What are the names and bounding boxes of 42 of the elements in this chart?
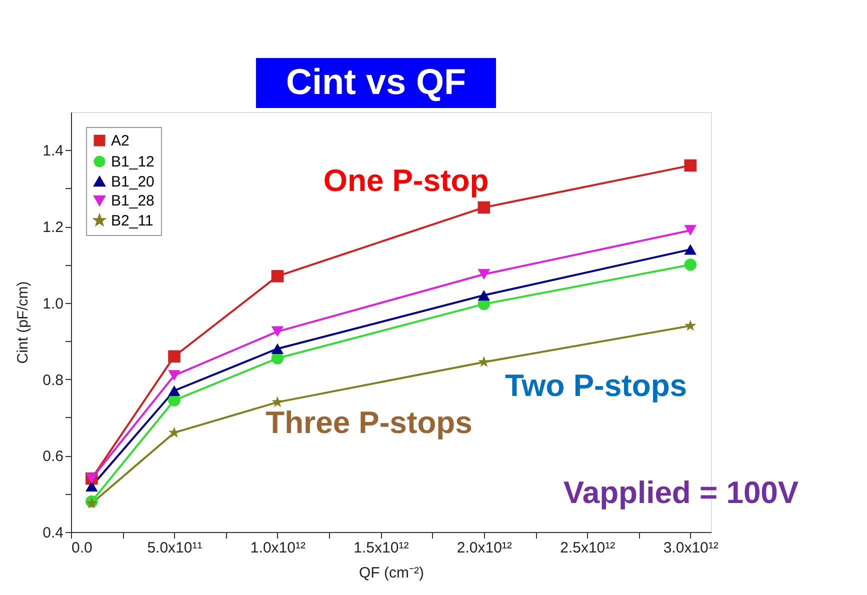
- annotation: Vapplied = 100V: [563, 475, 799, 510]
- point: [272, 396, 284, 408]
- x-tick-label: 2.0x10¹²: [456, 540, 512, 556]
- point: [478, 268, 490, 280]
- point: [478, 290, 490, 301]
- point: [271, 343, 284, 354]
- point: [86, 480, 98, 492]
- point: [168, 350, 180, 362]
- point: [478, 201, 490, 214]
- y-tick-label: 0.6: [42, 448, 64, 466]
- point: [684, 258, 696, 271]
- y-tick-label: 0.8: [42, 372, 64, 389]
- point: [271, 326, 284, 337]
- legend-label: B1_28: [111, 192, 154, 210]
- chart-title: Cint vs QF: [286, 61, 466, 102]
- point: [684, 225, 696, 236]
- point: [271, 270, 284, 282]
- x-tick-label: 3.0x10¹²: [663, 540, 718, 556]
- legend-label: B1_20: [111, 174, 154, 190]
- point: [684, 244, 696, 255]
- x-tick-label: 5.0x10¹¹: [147, 540, 202, 556]
- x-tick-label: 1.0x10¹²: [250, 540, 306, 556]
- x-axis-title: QF (cm⁻²): [359, 564, 424, 582]
- point: [168, 370, 180, 381]
- y-tick-label: 0.4: [42, 524, 64, 542]
- annotation: Three P-stops: [266, 405, 472, 440]
- y-tick-label: 1.2: [42, 219, 64, 236]
- x-tick-label: 2.5x10¹²: [560, 540, 616, 556]
- y-tick-label: 1.0: [42, 295, 64, 312]
- legend-label: A2: [111, 132, 130, 150]
- legend-label: B2_11: [111, 212, 154, 230]
- x-tick-label: 1.5x10¹²: [354, 540, 409, 556]
- annotation: Two P-stops: [505, 368, 687, 403]
- annotation: One P-stop: [323, 163, 489, 198]
- x-tick-label: 0.0: [72, 540, 92, 556]
- y-tick-label: 1.4: [42, 142, 64, 160]
- legend-label: B1_12: [111, 154, 154, 170]
- point: [684, 320, 696, 331]
- point: [168, 385, 180, 396]
- point: [478, 356, 490, 368]
- point: [684, 159, 696, 172]
- y-axis-title: Cint (pF/cm): [14, 281, 32, 364]
